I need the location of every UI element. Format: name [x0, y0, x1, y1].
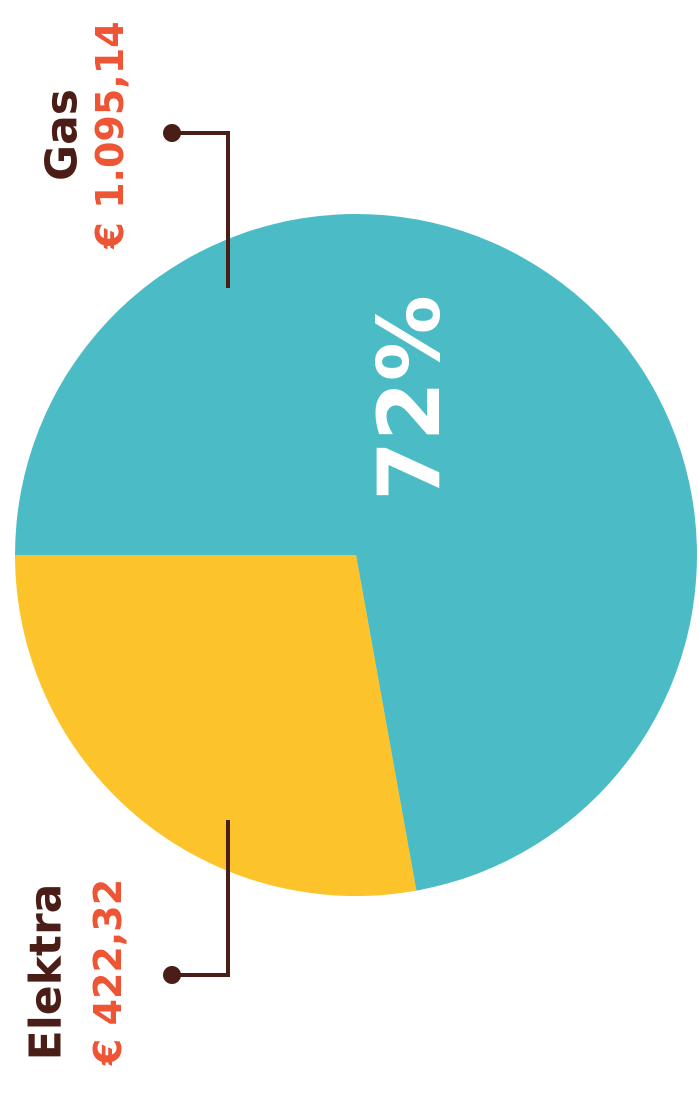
leader-dot-elektra	[163, 966, 181, 984]
pie-slice-gas	[15, 213, 698, 891]
slice-label-gas: Gas	[37, 89, 88, 181]
slice-percent-gas: 72%	[360, 295, 460, 501]
leader-lines	[163, 124, 230, 984]
pie-slices	[15, 213, 698, 896]
slice-label-elektra: Elektra	[21, 884, 72, 1061]
pie-slice-elektra	[15, 555, 417, 896]
slice-value-elektra: € 422,32	[86, 879, 130, 1066]
slice-value-gas: € 1.095,14	[88, 21, 132, 249]
leader-line-elektra	[172, 820, 230, 977]
leader-dot-gas	[163, 124, 181, 142]
leader-line-gas	[172, 131, 230, 288]
